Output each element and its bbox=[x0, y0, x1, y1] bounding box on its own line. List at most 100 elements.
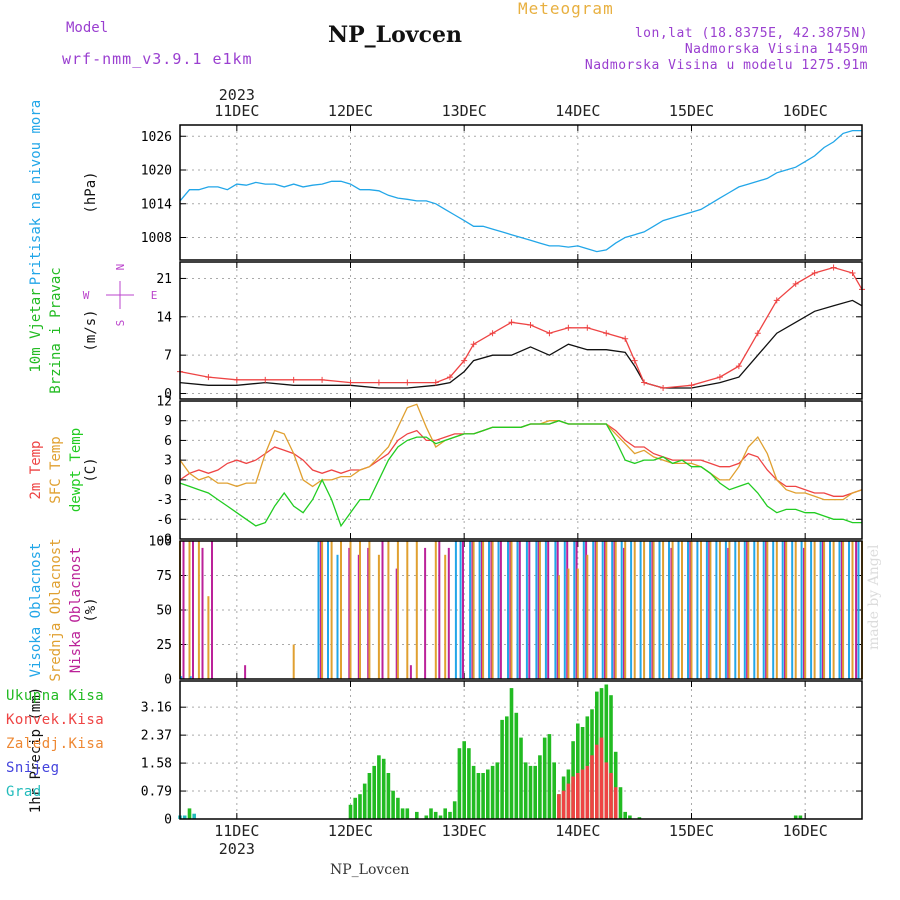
precip-bar-0-2 bbox=[353, 797, 357, 819]
cloud-bar-1-6 bbox=[330, 541, 333, 679]
precip-bar-0-29 bbox=[490, 765, 495, 819]
precip-bar-0-40 bbox=[542, 737, 547, 819]
cloud-bar-1-26 bbox=[586, 554, 589, 679]
cloud-bar-2-29 bbox=[677, 541, 680, 679]
cloud-ylabel-2: Niska Oblacnost bbox=[68, 547, 84, 673]
precip-ylabel-0: 1hr Precip (mm) bbox=[28, 687, 44, 813]
pressure-ytick-label-2: 1020 bbox=[141, 164, 172, 179]
cloud-bar-1-19 bbox=[482, 541, 485, 679]
pressure-ytick-label-1: 1014 bbox=[141, 197, 172, 212]
cloud-bar-1-17 bbox=[444, 554, 447, 679]
wind-gust-marker-26 bbox=[735, 363, 742, 370]
cloud-bar-1-41 bbox=[728, 541, 731, 679]
bottom-date-label-0: 11DEC bbox=[214, 822, 259, 840]
cloud-bar-0-5 bbox=[319, 541, 322, 679]
wind-gust-marker-17 bbox=[565, 324, 572, 331]
cloud-bar-1-22 bbox=[538, 541, 541, 679]
precip-bar-0-22 bbox=[457, 748, 462, 819]
cloud-bar-0-27 bbox=[575, 541, 578, 679]
cloud-bar-2-10 bbox=[497, 541, 500, 679]
cloud-bar-1-29 bbox=[614, 541, 617, 679]
cloud-bar-0-10 bbox=[395, 568, 398, 679]
compass-east: E bbox=[151, 289, 158, 302]
cloud-ytick-label-0: 0 bbox=[164, 673, 172, 688]
precip-bar-0-54 bbox=[609, 695, 613, 819]
cloud-bar-1-28 bbox=[605, 541, 608, 679]
wind-gust-marker-11 bbox=[461, 357, 468, 364]
wind-gust-marker-32 bbox=[849, 269, 856, 276]
precip-bar-0-41 bbox=[547, 734, 552, 819]
cloud-bar-0-17 bbox=[480, 541, 483, 679]
wind-gust-marker-31 bbox=[830, 264, 837, 271]
cloud-bar-2-20 bbox=[592, 541, 595, 679]
cloud-bar-1-35 bbox=[671, 541, 674, 679]
precip-bar-0-32 bbox=[505, 716, 509, 819]
lonlat-text: lon,lat (18.8375E, 42.3875N) bbox=[634, 26, 868, 41]
temperature-ytick-label-4: 3 bbox=[164, 454, 172, 469]
cloud-bar-1-42 bbox=[737, 541, 740, 679]
top-date-label-2: 13DEC bbox=[442, 102, 487, 120]
cloud-bar-1-27 bbox=[595, 541, 598, 679]
precip-frame bbox=[179, 680, 863, 820]
bottom-year-label: 2023 bbox=[219, 840, 255, 858]
wind-gust-marker-9 bbox=[432, 379, 439, 386]
precip-bar-0-34 bbox=[514, 712, 519, 819]
cloud-bar-0-12 bbox=[424, 547, 427, 679]
cloud-bar-1-53 bbox=[842, 541, 845, 679]
pressure-ytick-label-0: 1008 bbox=[141, 231, 172, 246]
cloud-bar-1-31 bbox=[633, 541, 636, 679]
top-year-label: 2023 bbox=[219, 86, 255, 104]
cloud-bar-2-40 bbox=[781, 541, 784, 679]
temperature-ylabel-1: SFC Temp bbox=[48, 436, 64, 503]
cloud-bar-1-16 bbox=[434, 541, 437, 679]
precip-legend-4: Grad bbox=[6, 784, 42, 800]
cloud-bar-0-11 bbox=[409, 665, 412, 679]
cloud-bar-2-17 bbox=[563, 541, 566, 679]
cloud-ylabel-1: Srednja Oblacnost bbox=[48, 538, 64, 681]
wind-gust-marker-19 bbox=[603, 330, 610, 337]
precip-legend-2: Zaledj.Kisa bbox=[6, 736, 104, 752]
cloud-bar-1-39 bbox=[709, 541, 712, 679]
compass-south: S bbox=[114, 320, 127, 327]
cloud-bar-1-18 bbox=[472, 541, 475, 679]
precip-bar-2-1 bbox=[182, 815, 187, 819]
temperature-panel: -9 -6 -3 0 3 6 9 12 2m Temp SFC Temp dewpt Temp (C) bbox=[28, 395, 863, 548]
temperature-ytick-label-0: -9 bbox=[156, 533, 172, 548]
cloud-bar-0-19 bbox=[499, 541, 502, 679]
compass-west: W bbox=[83, 289, 90, 302]
top-date-label-5: 16DEC bbox=[783, 102, 828, 120]
temperature-series-1 bbox=[179, 403, 863, 501]
wind-gust-marker-5 bbox=[319, 376, 326, 383]
temperature-series-0 bbox=[179, 420, 863, 497]
wind-gust-marker-3 bbox=[262, 376, 269, 383]
bottom-date-label-1: 12DEC bbox=[328, 822, 373, 840]
cloud-bar-1-12 bbox=[387, 541, 390, 679]
pressure-panel: 1008 1014 1020 1026 Pritisak na nivou mora (h… bbox=[28, 100, 863, 285]
cloud-bar-1-45 bbox=[766, 541, 769, 679]
cloud-bar-2-4 bbox=[336, 554, 339, 679]
cloud-bar-1-3 bbox=[207, 596, 210, 679]
cloud-bar-1-46 bbox=[775, 541, 778, 679]
precip-bar-0-35 bbox=[519, 737, 523, 819]
precip-bar-0-11 bbox=[396, 797, 400, 819]
cloud-bar-0-36 bbox=[708, 541, 711, 679]
cloud-bar-2-46 bbox=[838, 541, 841, 679]
precip-ytick-label-1: 0.79 bbox=[141, 785, 172, 800]
cloud-bar-1-54 bbox=[851, 541, 854, 679]
meteogram-label: Meteogram bbox=[518, 0, 614, 18]
cloud-bar-2-18 bbox=[573, 541, 576, 679]
precip-panel: 0 0.79 1.58 2.37 3.16 1hr Precip (mm)Ukupna K… bbox=[6, 680, 863, 828]
cloud-bar-1-47 bbox=[785, 541, 788, 679]
cloud-bar-0-28 bbox=[585, 541, 588, 679]
cloud-bar-0-33 bbox=[651, 541, 654, 679]
top-date-label-3: 14DEC bbox=[555, 102, 600, 120]
precip-bar-1-6 bbox=[585, 765, 590, 819]
cloud-bar-0-9 bbox=[381, 541, 384, 679]
top-date-label-0: 11DEC bbox=[214, 102, 259, 120]
wind-series-0 bbox=[179, 299, 863, 389]
cloud-bar-1-43 bbox=[747, 541, 750, 679]
cloud-bar-0-6 bbox=[348, 547, 351, 679]
cloud-bar-2-5 bbox=[454, 541, 457, 679]
temperature-series-2 bbox=[179, 420, 862, 528]
precip-bar-1-3 bbox=[571, 776, 575, 819]
